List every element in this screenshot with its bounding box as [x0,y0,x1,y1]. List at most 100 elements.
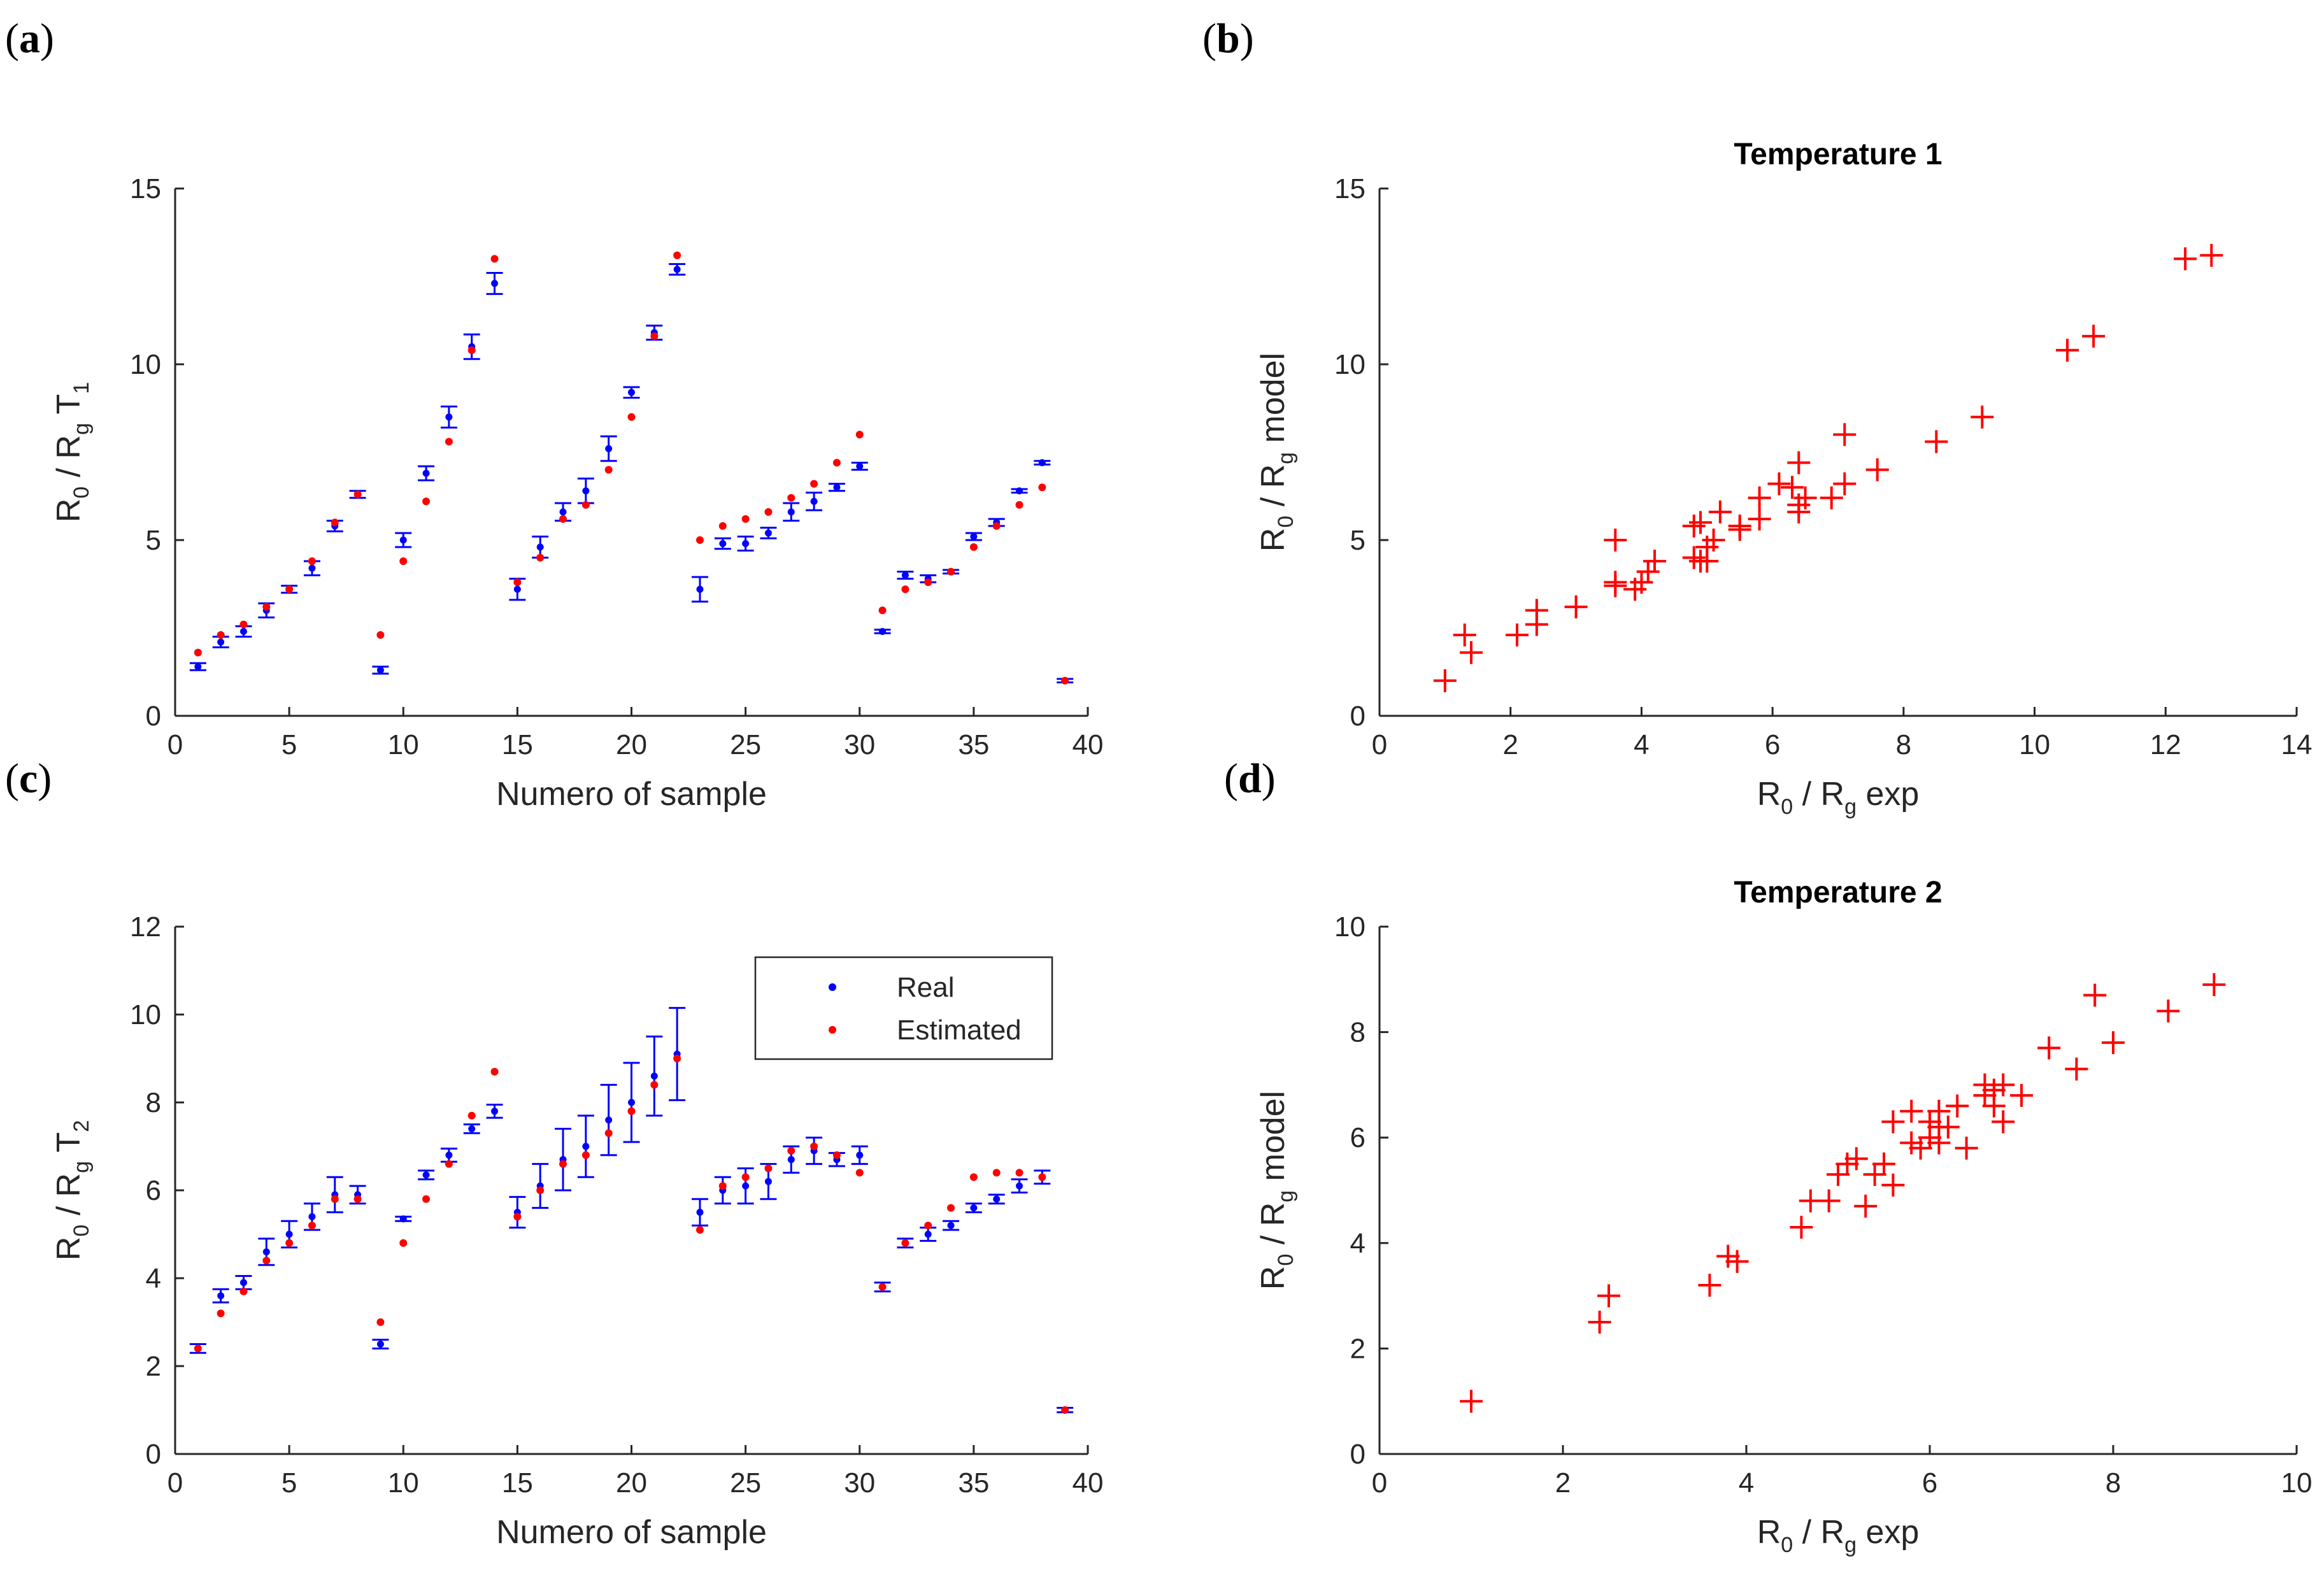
real-marker [764,1178,772,1185]
real-point [440,405,457,429]
x-tick-label: 35 [958,729,989,760]
real-marker [628,388,635,396]
data-point [1827,1163,1850,1186]
real-marker [422,469,430,477]
y-tick-label: 2 [146,1351,161,1382]
y-tick-label: 0 [146,1439,161,1470]
estimated-point [650,1081,659,1089]
estimated-point [194,1344,202,1353]
estimated-point [741,515,750,523]
x-tick-label: 8 [1896,729,1911,760]
estimated-point [581,501,590,509]
real-marker [901,571,909,579]
real-marker [742,540,750,548]
real-marker [993,1195,1001,1203]
real-point [691,576,708,603]
legend-real-label: Real [897,972,955,1003]
panel-label-a: (a) [5,15,54,62]
real-point [714,1176,731,1205]
x-tick-label: 5 [282,1467,297,1499]
label-part: model [1255,1091,1292,1190]
estimated-point [1038,1173,1046,1181]
data-point [1918,1110,1941,1134]
estimated-point [627,1107,636,1115]
y-tick-label: 4 [146,1263,161,1294]
data-point [2200,243,2223,267]
y-tick-label: 10 [130,349,161,380]
real-marker [582,1143,590,1150]
data-point [2156,999,2180,1023]
x-tick-label: 0 [168,1467,183,1499]
label-part: R [1757,1514,1781,1551]
x-tick-label: 25 [730,729,761,760]
data-point [1982,1078,2006,1102]
data-point [1506,623,1529,647]
real-point [395,532,412,548]
x-tick-label: 5 [282,729,297,760]
real-marker [605,445,613,452]
y-axis-label: R0​ / Rg​ T2​ [50,1120,94,1261]
real-point [737,535,754,552]
label-subscript: g [1844,1533,1857,1557]
real-marker [468,1125,476,1132]
x-tick-label: 40 [1073,1467,1104,1499]
data-point [1787,500,1811,524]
real-point [828,483,845,492]
x-tick-label: 12 [2150,729,2181,760]
label-subscript: 0 [1781,1533,1793,1557]
real-marker [810,497,818,505]
data-point [1460,641,1483,664]
estimated-point [718,1182,727,1190]
real-point [623,386,640,399]
real-marker [513,585,521,593]
x-axis-label: R0​ / Rg​ exp [1757,776,1920,819]
estimated-point [353,1195,362,1203]
real-point [920,1227,937,1242]
data-point [1725,1250,1749,1273]
label-part: R [50,499,87,523]
chart-title: Temperature 2 [1734,876,1942,909]
estimated-point [832,459,841,467]
real-marker [856,462,864,470]
real-marker [924,1230,932,1238]
estimated-point [947,567,955,576]
data-point [1728,518,1751,541]
data-point [1643,550,1666,573]
estimated-point [810,1143,818,1150]
real-point [646,1036,663,1117]
real-point [418,465,435,481]
data-point [1881,1110,1905,1134]
label-part: exp [1857,1514,1919,1551]
chart-b: Temperature 1 0 2 4 6 8 10 12 14 0 5 10 15 R0​ / Rg​ … [1255,138,2312,819]
real-marker [376,666,384,674]
x-axis-label: R0​ / Rg​ exp [1757,1514,1920,1557]
label-part: T [50,394,87,423]
estimated-point [969,543,978,552]
real-marker [445,413,453,421]
real-marker [239,1279,247,1286]
estimated-point [695,536,704,544]
real-point [326,1176,343,1213]
estimated-point [353,490,362,499]
estimated-point [445,1160,453,1168]
data-point [1909,1136,1932,1160]
real-point [965,1202,982,1213]
estimated-point [878,606,887,615]
real-marker [262,1248,270,1256]
data-point [1881,1173,1905,1197]
data-point [1955,1136,1978,1160]
estimated-point [627,413,636,421]
real-point [463,1123,480,1134]
estimated-point [581,1151,590,1159]
real-marker [673,266,681,273]
x-tick-label: 35 [958,1467,989,1499]
real-marker [879,628,887,636]
estimated-point [878,1283,887,1291]
real-marker [787,1156,795,1164]
chart-d: Temperature 2 0 2 4 6 8 10 0 2 4 6 8 10 R0​ / Rg​ exp… [1255,876,2312,1557]
label-subscript: g [69,1161,94,1173]
estimated-point [376,631,385,639]
real-point [1011,1178,1028,1193]
estimated-point [947,1204,955,1212]
real-marker [605,1116,613,1124]
